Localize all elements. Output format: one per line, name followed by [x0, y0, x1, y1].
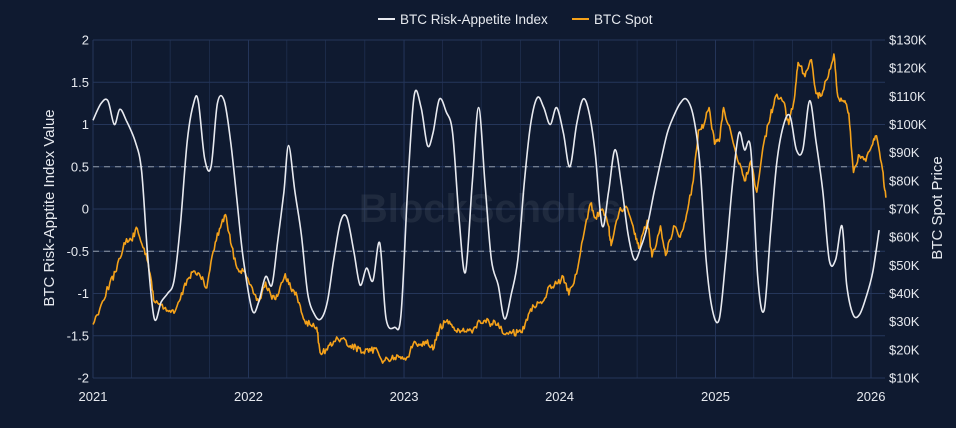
x-tick-label: 2023	[390, 389, 419, 404]
legend-label-index[interactable]: BTC Risk-Appetite Index	[400, 12, 548, 27]
series-line-btc-spot	[92, 53, 887, 364]
y-right-tick-label: $30K	[889, 314, 920, 329]
y-axis-left-title: BTC Risk-Apptite Index Value	[41, 109, 58, 306]
legend-label-spot[interactable]: BTC Spot	[594, 12, 653, 27]
y-left-tick-label: -1.5	[67, 328, 89, 343]
y-left-tick-label: 1	[82, 117, 89, 132]
y-right-tick-label: $10K	[889, 371, 920, 386]
y-right-tick-label: $120K	[889, 61, 927, 76]
y-left-tick-label: 1.5	[71, 75, 89, 90]
y-right-tick-label: $40K	[889, 286, 920, 301]
y-right-tick-label: $90K	[889, 145, 920, 160]
x-tick-label: 2022	[234, 389, 263, 404]
ticks: 2 1.5 1 0.5 0 -0.5 -1 -1.5 -2 2021 2022 2023 2024 202…	[67, 33, 927, 405]
y-right-tick-label: $70K	[889, 202, 920, 217]
x-tick-label: 2025	[701, 389, 730, 404]
y-right-tick-label: $100K	[889, 117, 927, 132]
series	[92, 53, 887, 364]
y-left-tick-label: -1	[77, 286, 89, 301]
x-tick-label: 2024	[545, 389, 574, 404]
y-right-tick-label: $130K	[889, 33, 927, 48]
y-left-tick-label: 0	[82, 202, 89, 217]
watermark: BlockScholes	[359, 187, 621, 231]
y-right-tick-label: $110K	[889, 89, 926, 104]
y-left-tick-label: 0.5	[71, 159, 89, 174]
y-right-tick-label: $50K	[889, 258, 920, 273]
y-left-tick-label: 2	[82, 33, 89, 48]
y-right-tick-label: $80K	[889, 173, 920, 188]
series-line-risk-appetite-index	[92, 89, 880, 331]
legend: BTC Risk-Appetite Index BTC Spot	[378, 12, 653, 27]
y-right-tick-label: $20K	[889, 342, 920, 357]
y-left-tick-label: -0.5	[67, 244, 89, 259]
y-right-tick-label: $60K	[889, 230, 920, 245]
reference-lines	[93, 166, 885, 252]
y-axis-right-title: BTC Spot Price	[929, 156, 946, 259]
x-tick-label: 2021	[79, 389, 108, 404]
y-left-tick-label: -2	[77, 371, 89, 386]
x-tick-label: 2026	[857, 389, 886, 404]
